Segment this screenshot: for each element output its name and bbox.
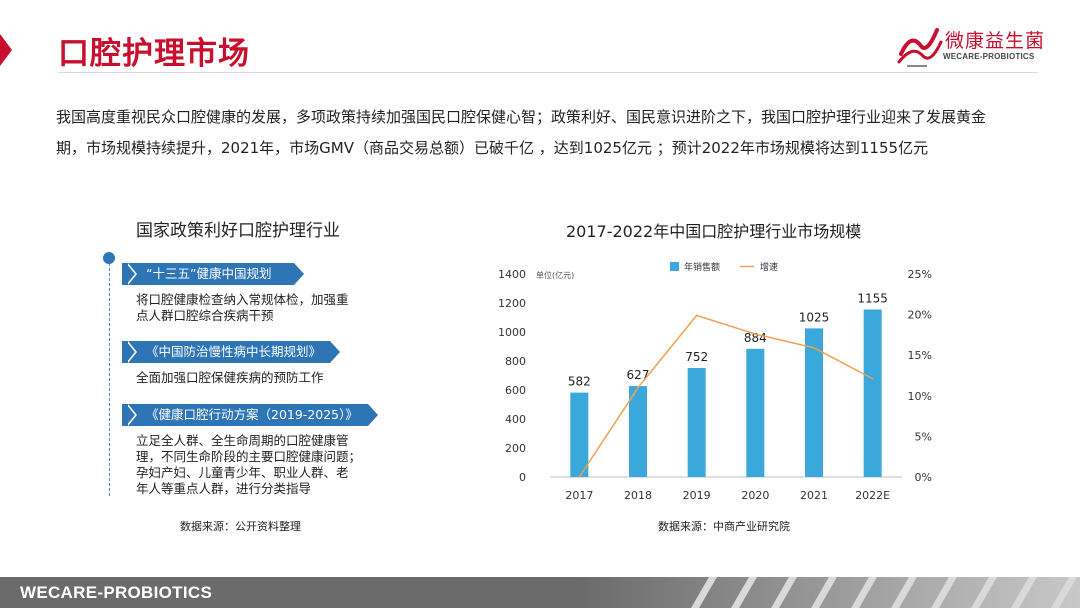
title-divider: [58, 72, 1038, 73]
brand-logo: 微康益生菌 WECARE-PROBIOTICS: [897, 24, 1047, 70]
x-tick-label: 2021: [800, 489, 828, 502]
y-right-tick-label: 25%: [908, 268, 932, 281]
x-tick-label: 2019: [683, 489, 711, 502]
y-left-tick-label: 400: [505, 413, 526, 426]
policy-desc-line: 理，不同生命阶段的主要口腔健康问题；: [136, 449, 362, 464]
intro-paragraph: 我国高度重视民众口腔健康的发展，多项政策持续加强国民口腔保健心智；政策利好、国民…: [56, 108, 987, 157]
y-left-tick-label: 1200: [498, 297, 526, 310]
y-left-tick-label: 200: [505, 442, 526, 455]
y-right-tick-label: 5%: [915, 430, 932, 443]
page-title: 口腔护理市场: [58, 36, 250, 72]
policy-desc-line: 全面加强口腔保健疾病的预防工作: [136, 370, 324, 385]
policy-desc-line: 孕妇产妇、儿童青少年、职业人群、老: [136, 465, 349, 480]
growth-point: [871, 377, 874, 380]
y-left-tick-label: 0: [519, 471, 526, 484]
growth-point: [637, 386, 639, 389]
bar-data-label: 884: [744, 331, 767, 345]
policy-desc-line: 立足全人群、全生命周期的口腔健康管: [136, 433, 349, 448]
policy-desc-line: 点人群口腔综合疾病干预: [136, 308, 274, 323]
y-left-tick-label: 1000: [498, 326, 526, 339]
x-tick-label: 2017: [565, 489, 593, 502]
x-tick-label: 2022E: [855, 489, 890, 502]
legend-swatch-bar: [670, 262, 679, 271]
policy-desc-1: 将口腔健康检查纳入常规体检，加强重 点人群口腔综合疾病干预: [136, 292, 349, 324]
growth-point: [695, 314, 698, 317]
y-right-tick-label: 0%: [915, 471, 932, 484]
x-tick-label: 2018: [624, 489, 652, 502]
policy-source: 数据来源：公开资料整理: [180, 520, 301, 533]
title-accent-marker: [0, 34, 12, 66]
bar-data-label: 1155: [857, 292, 888, 306]
timeline-line: [109, 258, 110, 496]
policy-section-title: 国家政策利好口腔护理行业: [136, 221, 340, 241]
policy-desc-line: 年人等重点人群，进行分类指导: [136, 481, 312, 496]
market-size-chart: 0 200 400 600 800 1000 1200 1400 0% 5% 10% 15% 20% 25…: [498, 261, 932, 502]
policy-desc-line: 将口腔健康检查纳入常规体检，加强重: [136, 292, 349, 307]
legend-label-bar: 年销售额: [684, 261, 720, 273]
policy-tag-label: “十三五”健康中国规划: [146, 266, 272, 281]
y-left-tick-label: 800: [505, 355, 526, 368]
growth-point: [754, 333, 757, 335]
y-left-tick-label: 600: [505, 384, 526, 397]
bar: [746, 348, 765, 477]
logo-name: 微康益生菌: [945, 30, 1046, 52]
footer-bar: WECARE-PROBIOTICS: [0, 577, 1080, 608]
policy-tag-label: 《健康口腔行动方案（2019-2025）》: [146, 407, 358, 422]
bar-data-label: 627: [627, 368, 650, 382]
bar-data-label: 752: [685, 350, 708, 364]
logo-subtitle: WECARE-PROBIOTICS: [943, 52, 1035, 61]
bar: [863, 309, 882, 477]
policy-desc-2: 全面加强口腔保健疾病的预防工作: [136, 370, 324, 386]
bar: [570, 392, 589, 477]
y-unit-label: 单位(亿元): [536, 270, 574, 280]
y-right-tick-label: 10%: [908, 390, 932, 403]
growth-point: [813, 347, 815, 349]
bar-data-label: 582: [568, 375, 591, 389]
chart-title: 2017-2022年中国口腔护理行业市场规模: [566, 222, 862, 241]
bar: [629, 386, 647, 477]
bar: [805, 328, 823, 477]
x-tick-label: 2020: [741, 489, 769, 502]
growth-line: [578, 314, 874, 478]
y-right-tick-label: 20%: [908, 309, 932, 322]
policy-desc-3: 立足全人群、全生命周期的口腔健康管 理，不同生命阶段的主要口腔健康问题； 孕妇产…: [136, 433, 361, 497]
y-right-tick-label: 15%: [908, 349, 932, 362]
bar: [687, 367, 706, 477]
bar-data-label: 1025: [799, 310, 830, 324]
growth-point: [578, 476, 581, 478]
policy-tag-label: 《中国防治慢性病中长期规划》: [146, 344, 322, 359]
footer-brand: WECARE-PROBIOTICS: [20, 583, 213, 602]
wecare-logo-icon: [897, 28, 943, 67]
legend-label-line: 增速: [760, 261, 778, 273]
chart-source: 数据来源：中商产业研究院: [658, 520, 790, 533]
y-left-tick-label: 1400: [498, 268, 526, 281]
timeline-dot: [103, 252, 115, 264]
